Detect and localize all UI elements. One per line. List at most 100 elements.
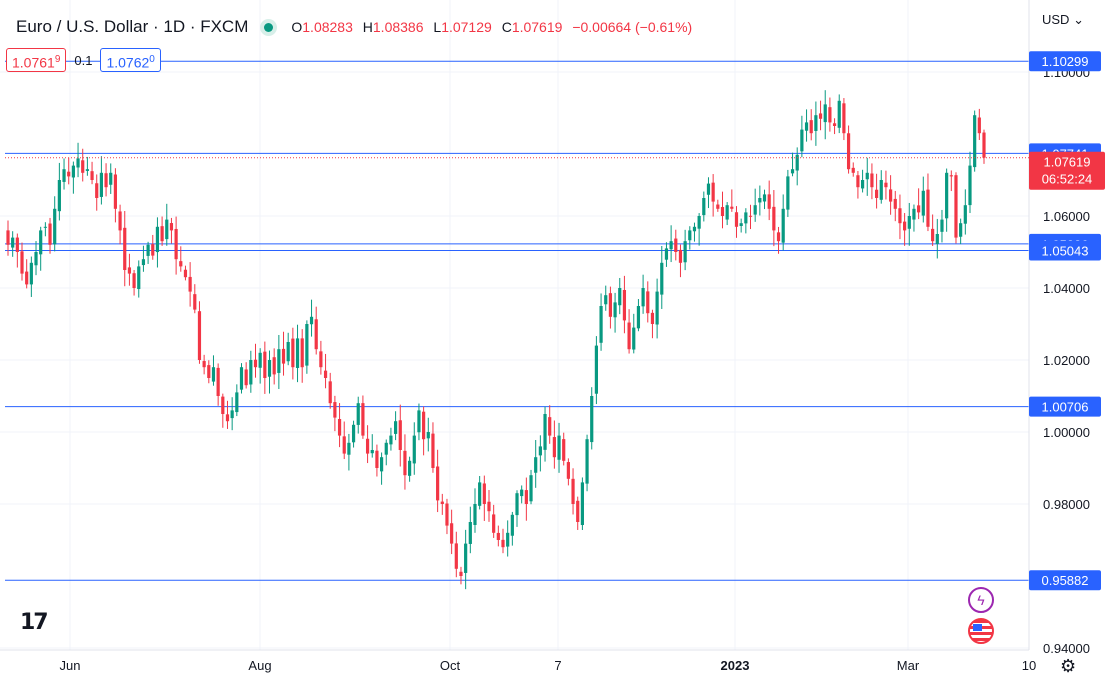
candle[interactable] xyxy=(113,168,118,223)
candle[interactable] xyxy=(632,313,636,354)
candle[interactable] xyxy=(772,190,776,247)
candle[interactable] xyxy=(277,334,281,389)
candle[interactable] xyxy=(515,490,519,527)
candle[interactable] xyxy=(963,189,967,235)
candle[interactable] xyxy=(646,281,650,323)
candle[interactable] xyxy=(267,350,272,394)
candle[interactable] xyxy=(501,528,505,554)
candle[interactable] xyxy=(641,274,645,314)
candle[interactable] xyxy=(674,229,678,261)
candle[interactable] xyxy=(618,277,622,315)
candle[interactable] xyxy=(309,299,314,337)
candle[interactable] xyxy=(912,204,916,232)
candle[interactable] xyxy=(487,490,491,522)
candle[interactable] xyxy=(412,422,416,475)
candle[interactable] xyxy=(356,396,360,434)
candle[interactable] xyxy=(613,292,617,333)
candle[interactable] xyxy=(842,98,846,141)
candle[interactable] xyxy=(95,174,99,211)
candle[interactable] xyxy=(314,306,318,355)
candle[interactable] xyxy=(636,299,641,332)
candle[interactable] xyxy=(800,115,804,158)
candle[interactable] xyxy=(403,434,407,490)
candle[interactable] xyxy=(272,348,276,385)
candle[interactable] xyxy=(604,285,608,311)
candle[interactable] xyxy=(949,170,953,192)
candle[interactable] xyxy=(291,327,295,380)
candle[interactable] xyxy=(281,331,286,376)
candle[interactable] xyxy=(851,162,855,177)
candle[interactable] xyxy=(627,309,631,354)
candle[interactable] xyxy=(608,286,613,329)
candle[interactable] xyxy=(762,189,767,210)
candle[interactable] xyxy=(650,309,655,339)
candle[interactable] xyxy=(622,275,627,334)
candle[interactable] xyxy=(216,363,220,406)
candle[interactable] xyxy=(594,336,599,405)
candle[interactable] xyxy=(468,506,472,554)
candle[interactable] xyxy=(804,109,809,142)
candle[interactable] xyxy=(342,421,346,460)
candle[interactable] xyxy=(337,403,342,448)
candle[interactable] xyxy=(440,493,444,515)
candle[interactable] xyxy=(104,163,108,197)
candle[interactable] xyxy=(71,161,75,194)
candle[interactable] xyxy=(926,173,930,232)
candle[interactable] xyxy=(239,363,244,394)
candle[interactable] xyxy=(34,241,38,276)
candle[interactable] xyxy=(940,209,944,243)
candle[interactable] xyxy=(295,324,300,383)
candle[interactable] xyxy=(599,293,603,351)
candle[interactable] xyxy=(977,108,981,140)
candle[interactable] xyxy=(450,509,454,555)
candle[interactable] xyxy=(141,245,146,272)
candle[interactable] xyxy=(81,148,85,182)
candle[interactable] xyxy=(945,168,949,232)
candle[interactable] xyxy=(48,217,52,254)
candle[interactable] xyxy=(921,176,925,223)
candle[interactable] xyxy=(982,129,986,164)
candle[interactable] xyxy=(692,222,697,242)
candlestick-series[interactable] xyxy=(6,90,986,590)
candle[interactable] xyxy=(492,504,496,538)
candle[interactable] xyxy=(776,226,781,254)
candle[interactable] xyxy=(57,162,61,221)
candle[interactable] xyxy=(706,177,711,209)
candle[interactable] xyxy=(193,284,197,314)
candle[interactable] xyxy=(482,475,486,521)
candle[interactable] xyxy=(739,218,743,233)
candle[interactable] xyxy=(874,173,879,209)
candle[interactable] xyxy=(379,452,384,485)
candle[interactable] xyxy=(408,456,412,482)
tradingview-logo-icon[interactable]: 17 xyxy=(20,610,49,635)
candle[interactable] xyxy=(576,496,580,530)
candle[interactable] xyxy=(99,156,103,205)
candle[interactable] xyxy=(753,188,757,222)
candle[interactable] xyxy=(860,169,865,193)
candle[interactable] xyxy=(529,469,533,505)
candle[interactable] xyxy=(20,242,24,281)
candle[interactable] xyxy=(67,157,71,185)
candle[interactable] xyxy=(702,191,706,222)
symbol-title[interactable]: Euro / U.S. Dollar · 1D · FXCM xyxy=(16,17,249,36)
candle[interactable] xyxy=(720,191,725,229)
candle[interactable] xyxy=(132,269,136,296)
candle[interactable] xyxy=(333,395,337,432)
candle[interactable] xyxy=(543,406,547,462)
candle[interactable] xyxy=(865,157,869,196)
candle[interactable] xyxy=(76,142,80,178)
candle[interactable] xyxy=(375,444,379,477)
candle[interactable] xyxy=(286,332,290,366)
time-axis[interactable]: Jun Aug Oct 7 2023 Mar 10 xyxy=(60,658,1037,673)
candle[interactable] xyxy=(935,218,939,259)
candle[interactable] xyxy=(510,511,514,546)
candle[interactable] xyxy=(361,395,365,439)
candle[interactable] xyxy=(655,278,659,339)
candle[interactable] xyxy=(832,118,837,135)
candle[interactable] xyxy=(258,348,262,384)
candle[interactable] xyxy=(571,468,575,515)
candle[interactable] xyxy=(398,404,402,467)
candle[interactable] xyxy=(534,439,538,488)
candle[interactable] xyxy=(552,420,556,469)
